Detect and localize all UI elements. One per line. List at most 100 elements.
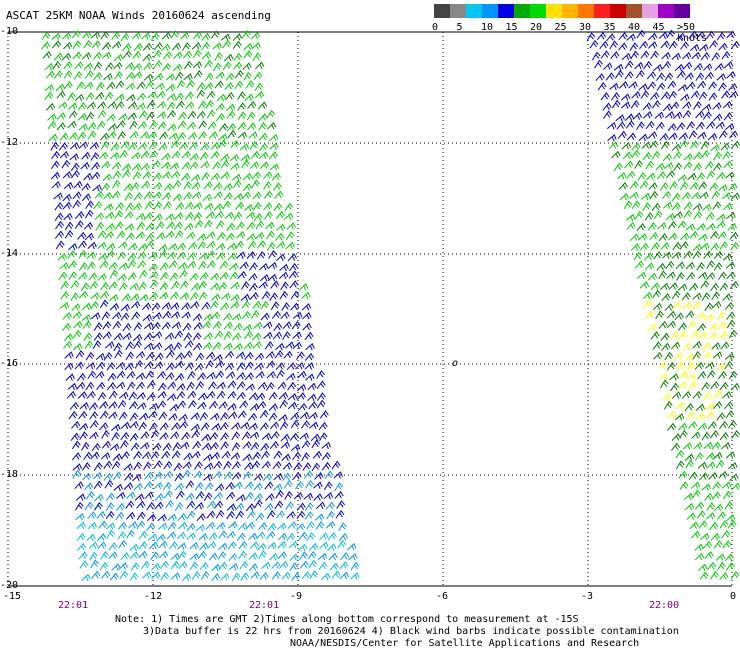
wind-barb [670, 382, 680, 392]
wind-barb [181, 302, 191, 311]
wind-barb [707, 132, 718, 141]
wind-barb [677, 283, 688, 291]
wind-barb [105, 522, 116, 530]
wind-barb [288, 540, 299, 549]
wind-barb [625, 120, 635, 129]
wind-barb [642, 202, 652, 211]
wind-barb [244, 330, 253, 340]
wind-barb [55, 83, 66, 92]
wind-barb [132, 202, 142, 211]
wind-barb [106, 81, 116, 90]
wind-barb [179, 269, 188, 279]
wind-barb [175, 100, 185, 109]
wind-barb [142, 53, 152, 62]
wind-barb [177, 400, 187, 409]
wind-barb [275, 510, 285, 519]
wind-barb [187, 132, 198, 140]
wind-barb [96, 381, 106, 391]
wind-barb [331, 570, 341, 579]
wind-barb [624, 60, 634, 69]
wind-barb [301, 571, 311, 580]
wind-barb [678, 470, 688, 479]
wind-barb [319, 541, 329, 549]
wind-barb [648, 41, 658, 49]
wind-barb [316, 399, 326, 409]
wind-barb [608, 141, 619, 150]
wind-barb [77, 391, 88, 399]
wind-barb [688, 471, 698, 480]
wind-barb [157, 121, 167, 130]
wind-barb [124, 362, 134, 371]
wind-barb [203, 219, 213, 229]
wind-barb [237, 121, 247, 131]
wind-barb [272, 331, 283, 340]
wind-barb [693, 100, 702, 110]
wind-barb [298, 543, 308, 552]
wind-barb [350, 572, 360, 580]
note-line-2: 3)Data buffer is 22 hrs from 20160624 4)… [143, 626, 679, 637]
wind-barb [120, 32, 130, 42]
wind-barb [268, 403, 278, 411]
wind-barb [688, 420, 698, 429]
wind-barb [183, 350, 193, 359]
colorbar-swatch [658, 4, 674, 18]
wind-barb [177, 120, 187, 129]
wind-barb [205, 100, 215, 109]
wind-barb [716, 311, 726, 321]
wind-barb [662, 153, 672, 162]
wind-barb [242, 183, 252, 192]
wind-barb [76, 81, 86, 90]
wind-barb [114, 349, 123, 359]
wind-barb [682, 342, 692, 351]
wind-barb [216, 381, 226, 390]
wind-barb [240, 421, 250, 430]
wind-barb [231, 313, 242, 321]
wind-barb [263, 331, 273, 340]
wind-barb [54, 212, 64, 221]
wind-barb [694, 361, 704, 370]
wind-barb [136, 511, 146, 521]
wind-barb [133, 461, 143, 471]
wind-barb [115, 361, 126, 370]
wind-barb [223, 471, 233, 480]
wind-barb [679, 481, 689, 490]
wind-barb [191, 571, 201, 580]
wind-barb [728, 82, 738, 91]
wind-barb [72, 40, 82, 50]
wind-barb [79, 402, 89, 410]
wind-barb [727, 520, 737, 529]
wind-barb [264, 341, 274, 350]
wind-barb [97, 273, 107, 281]
wind-barb [244, 93, 254, 102]
wind-barb [713, 113, 723, 122]
wind-barb [91, 570, 101, 579]
wind-barb [283, 212, 294, 220]
wind-barb [710, 570, 719, 580]
wind-barb [165, 221, 176, 230]
wind-barb [697, 131, 707, 140]
wind-barb [646, 71, 657, 80]
wind-barb [308, 401, 318, 410]
wind-barb [86, 533, 96, 542]
wind-barb [643, 111, 653, 119]
wind-barb [56, 112, 66, 120]
wind-barb [161, 171, 172, 179]
wind-barb [50, 141, 60, 151]
wind-barb [101, 160, 111, 169]
wind-barb [76, 532, 86, 542]
wind-barb [68, 110, 78, 119]
wind-barb [201, 51, 212, 60]
wind-barb [248, 392, 259, 401]
wind-barb [176, 251, 187, 260]
wind-barb [599, 40, 609, 50]
wind-barb [304, 352, 315, 361]
wind-barb [321, 441, 331, 450]
wind-barb [678, 370, 689, 379]
wind-barb [197, 392, 208, 401]
wind-barb [100, 551, 109, 560]
wind-barb [704, 313, 714, 322]
wind-barb [675, 361, 685, 370]
wind-barb [337, 539, 347, 549]
wind-barb [305, 342, 315, 351]
wind-barb [236, 362, 246, 371]
